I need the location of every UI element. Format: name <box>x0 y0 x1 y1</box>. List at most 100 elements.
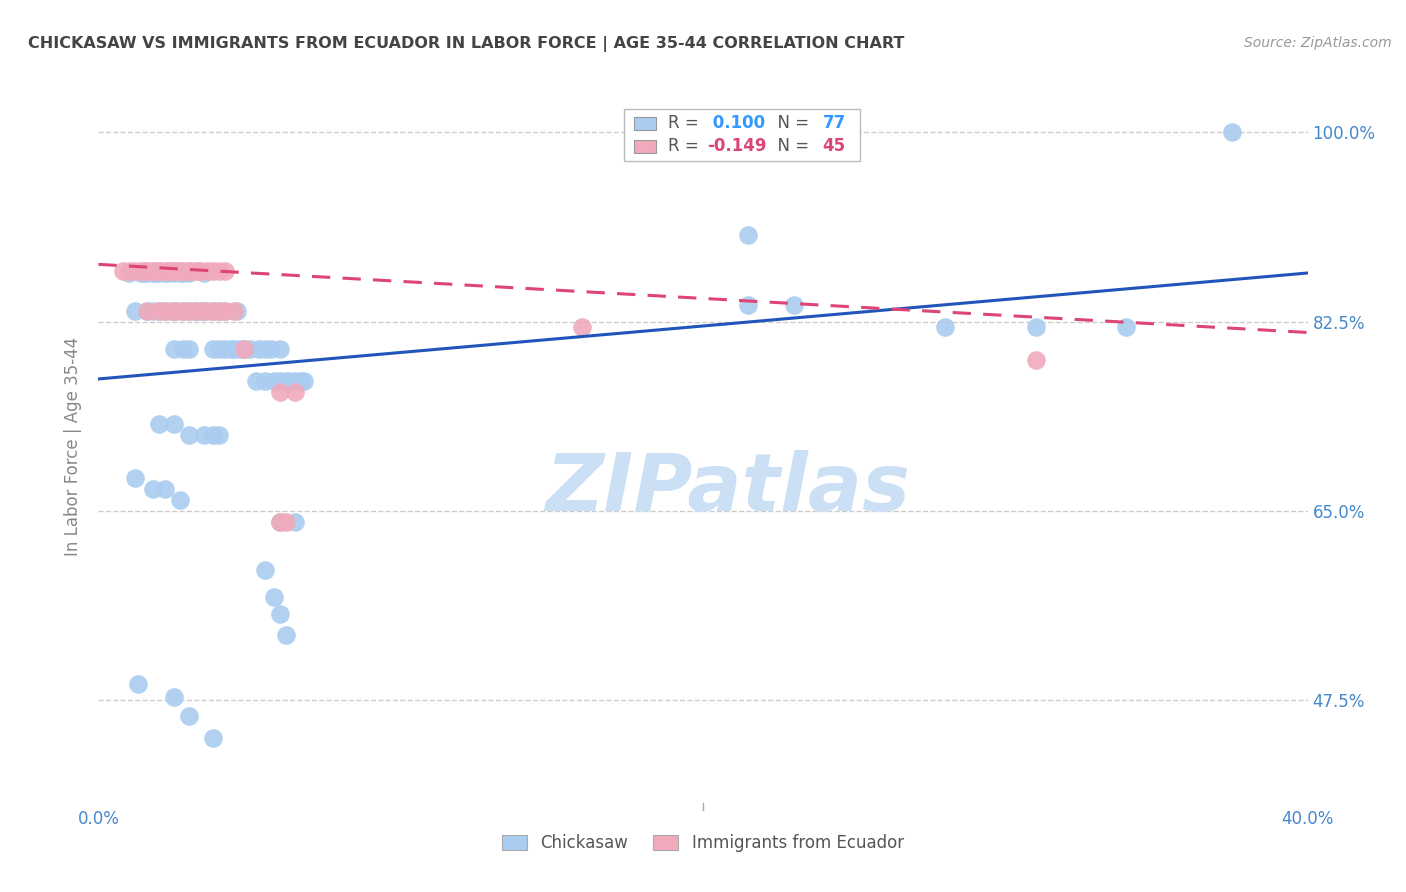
Point <box>124 471 146 485</box>
Text: R =: R = <box>668 137 704 155</box>
Point <box>208 303 231 318</box>
Point <box>169 493 191 508</box>
Point <box>193 303 215 318</box>
Point <box>290 374 312 388</box>
Point <box>269 515 291 529</box>
Point <box>263 591 285 605</box>
Point <box>193 428 215 442</box>
FancyBboxPatch shape <box>624 109 860 161</box>
Point <box>208 428 231 442</box>
Point <box>135 303 157 318</box>
Point <box>118 264 141 278</box>
Point <box>156 264 179 278</box>
Point <box>148 266 170 280</box>
Point <box>269 384 291 399</box>
Point <box>260 342 283 356</box>
Point <box>737 228 759 243</box>
Point <box>1024 352 1046 367</box>
Y-axis label: In Labor Force | Age 35-44: In Labor Force | Age 35-44 <box>65 336 83 556</box>
Point <box>184 264 207 278</box>
Point <box>179 266 201 280</box>
Point <box>142 266 165 280</box>
Point <box>202 428 225 442</box>
Point <box>202 264 225 278</box>
Point <box>142 264 165 278</box>
Point <box>193 303 215 318</box>
Point <box>571 320 593 334</box>
Point <box>124 303 146 318</box>
Text: CHICKASAW VS IMMIGRANTS FROM ECUADOR IN LABOR FORCE | AGE 35-44 CORRELATION CHAR: CHICKASAW VS IMMIGRANTS FROM ECUADOR IN … <box>28 36 904 52</box>
Point <box>292 374 315 388</box>
Point <box>193 266 215 280</box>
Point <box>253 374 276 388</box>
Point <box>172 342 194 356</box>
Point <box>269 607 291 621</box>
Text: 0.100: 0.100 <box>707 114 765 132</box>
Point <box>127 677 149 691</box>
Point <box>190 264 212 278</box>
Point <box>172 264 194 278</box>
Point <box>163 303 186 318</box>
Point <box>190 303 212 318</box>
Legend: Chickasaw, Immigrants from Ecuador: Chickasaw, Immigrants from Ecuador <box>495 828 911 859</box>
FancyBboxPatch shape <box>634 117 655 130</box>
Point <box>156 266 179 280</box>
Point <box>163 264 186 278</box>
Point <box>226 303 249 318</box>
Point <box>169 264 191 278</box>
Point <box>214 303 236 318</box>
Point <box>148 264 170 278</box>
Text: 45: 45 <box>823 137 846 155</box>
Point <box>214 303 236 318</box>
Point <box>184 303 207 318</box>
Point <box>187 264 209 278</box>
Point <box>179 303 201 318</box>
Text: N =: N = <box>768 137 814 155</box>
Point <box>172 303 194 318</box>
Point <box>163 690 186 704</box>
Point <box>166 264 188 278</box>
Point <box>163 342 186 356</box>
Point <box>253 342 276 356</box>
Point <box>202 303 225 318</box>
Point <box>179 264 201 278</box>
Point <box>153 266 176 280</box>
Point <box>132 264 155 278</box>
Point <box>208 264 231 278</box>
Point <box>737 298 759 312</box>
Point <box>135 303 157 318</box>
Point <box>145 266 167 280</box>
Text: Source: ZipAtlas.com: Source: ZipAtlas.com <box>1244 36 1392 50</box>
Point <box>224 342 246 356</box>
Point <box>153 303 176 318</box>
Point <box>111 264 134 278</box>
Point <box>132 266 155 280</box>
Point <box>263 374 285 388</box>
Point <box>232 342 254 356</box>
Point <box>253 563 276 577</box>
Point <box>676 125 699 139</box>
Point <box>179 303 201 318</box>
Text: R =: R = <box>668 114 704 132</box>
Point <box>277 374 299 388</box>
Point <box>247 342 270 356</box>
Point <box>124 264 146 278</box>
Text: N =: N = <box>768 114 814 132</box>
Point <box>284 374 307 388</box>
Point <box>160 303 183 318</box>
Point <box>118 266 141 280</box>
Point <box>135 264 157 278</box>
Point <box>195 303 218 318</box>
Point <box>187 303 209 318</box>
Point <box>202 342 225 356</box>
Point <box>179 709 201 723</box>
Point <box>208 342 231 356</box>
Point <box>163 417 186 432</box>
Point <box>172 303 194 318</box>
Text: -0.149: -0.149 <box>707 137 766 155</box>
Point <box>1024 320 1046 334</box>
Point <box>221 342 243 356</box>
Point <box>245 374 267 388</box>
Point <box>142 482 165 496</box>
FancyBboxPatch shape <box>634 140 655 153</box>
